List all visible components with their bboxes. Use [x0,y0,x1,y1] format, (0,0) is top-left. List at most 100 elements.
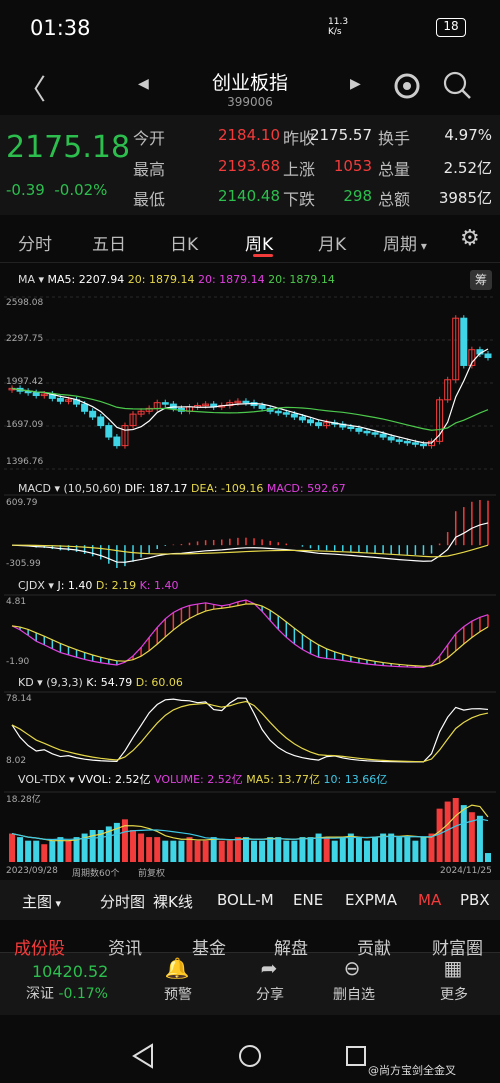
indicator-tab[interactable]: MA [418,891,442,909]
action[interactable]: 分享 [256,987,284,1003]
candle [121,425,129,447]
volume-bar [468,812,475,862]
field-label: 总量 [378,160,411,179]
candle [32,392,40,397]
indicator-tab[interactable]: PBX [460,891,490,909]
volume-bar [299,837,306,862]
indicator-tab[interactable]: BOLL-M [217,891,274,909]
code: 399006 [227,95,273,109]
volume-bar [210,837,217,862]
field-value: 2184.10 [217,126,280,144]
tab[interactable]: 分时 [18,235,52,255]
volume-bar [428,833,435,862]
section-tab[interactable]: 成份股 [14,939,65,959]
header-text: 13.77亿 [277,773,321,786]
tab[interactable]: 周期 ▾ [383,235,427,255]
tab[interactable]: 日K [170,235,199,255]
header-text: MA [18,273,36,286]
indicator-tab[interactable]: 主图 ▾ [22,893,62,911]
volume-bar [154,837,161,862]
candle [282,412,290,415]
tab[interactable]: 月K [318,235,347,255]
speed-unit: K/s [328,27,342,37]
action[interactable]: 更多 [440,987,468,1003]
volume-bar [436,808,443,862]
header-text: D: [95,579,109,592]
nav-icons[interactable] [0,1035,500,1080]
volume-bar [9,833,15,862]
action[interactable]: 删自选 [333,987,375,1003]
header-text: ▾ [44,579,58,592]
header-text: 54.79 [100,676,133,689]
volume-bar [315,833,322,862]
field-value: 2193.68 [217,157,280,175]
indicator-tab[interactable]: 分时图 [100,893,146,911]
field-label: 昨收 [283,129,316,148]
section-tab[interactable]: 基金 [192,939,226,959]
prev[interactable]: ◀ [138,76,149,92]
header-text: MA5: [47,273,76,286]
indicator-tab[interactable]: 裸K线 [153,893,193,911]
candle [258,405,266,409]
header-text: 20: [197,273,216,286]
candle [129,413,137,427]
candle [460,317,468,366]
next[interactable]: ▶ [350,76,361,92]
candle [274,410,282,414]
panel-header: KD ▾ (9,3,3) K: 54.79 D: 60.06 [18,676,183,689]
ma5-line [11,348,489,444]
section-tab[interactable]: 资讯 [108,939,142,959]
dif-line [11,522,489,563]
back[interactable]: 〈 [18,73,47,106]
tab[interactable]: 五日 [92,235,126,255]
header-text: ▾ [33,676,47,689]
candle [307,419,315,424]
header-icons[interactable] [390,66,480,106]
tab-underline[interactable] [253,254,273,257]
field-value: 2175.57 [309,126,372,144]
header-text: K: [86,676,98,689]
header-text: MACD: [266,482,304,495]
jd-line [11,603,489,667]
divider [0,262,500,263]
section-tab[interactable]: 贡献 [357,939,391,959]
indicator-tab[interactable]: ENE [293,891,324,909]
action-icon[interactable]: ⊖ [343,956,361,980]
volume-bar [380,833,387,862]
action-icon[interactable]: 🔔 [164,956,190,980]
volume-bar [89,829,96,862]
header-text: 1.40 [67,579,93,592]
volume-bar [162,840,169,862]
chip-button[interactable]: 筹 [470,270,492,290]
settings[interactable]: ⚙ [460,226,480,251]
watermark: @尚方宝剑全金叉 [368,1064,456,1077]
indicator-tab[interactable]: EXPMA [345,891,398,909]
ma20-line [11,387,489,431]
header-text: 187.17 [148,482,188,495]
volume-bar [275,837,282,862]
volume-bar [121,819,128,862]
candle [169,403,177,409]
action-icon[interactable]: ▦ [443,956,463,980]
j-line [11,599,489,669]
action-icon[interactable]: ➦ [260,956,278,980]
field-label: 上涨 [283,160,316,179]
candle [444,379,452,401]
volume-bar [49,840,56,862]
tab[interactable]: 周K [245,235,274,255]
volume-bar [412,840,419,862]
candle [395,439,403,442]
header-text: KD [18,676,34,689]
header-text: ▾ [50,482,64,495]
section-tab[interactable]: 解盘 [274,939,308,959]
header-text: D: [135,676,148,689]
section-tab[interactable]: 财富圈 [432,939,483,959]
volume-bar [25,840,32,862]
action[interactable]: 预警 [164,987,192,1003]
candle [419,443,427,447]
volume-bar [396,837,403,862]
quote-bg [0,115,500,215]
index-change: -0.17% [58,986,108,1002]
header-text: J: [57,579,65,592]
y-tick-label: 1396.76 [6,457,44,467]
